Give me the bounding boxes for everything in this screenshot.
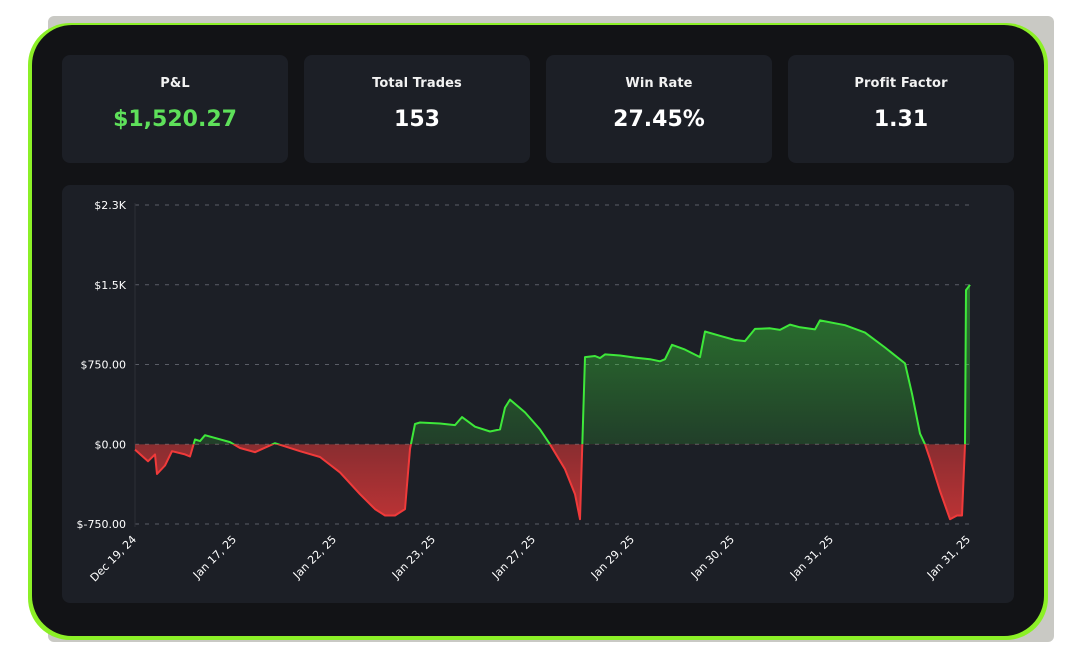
y-tick-label: $0.00: [95, 438, 127, 451]
pnl-chart[interactable]: $2.3K $1.5K $750.00 $0.00 $-750.00 Dec 19, 2…: [62, 185, 1014, 603]
positive-line: [192, 284, 971, 445]
pnl-chart-panel: $2.3K $1.5K $750.00 $0.00 $-750.00 Dec 19, 2…: [62, 185, 1014, 603]
stat-card-pnl: P&L $1,520.27: [62, 55, 288, 163]
stat-card-win-rate: Win Rate 27.45%: [546, 55, 772, 163]
negative-line: [134, 444, 967, 521]
x-tick-label: Jan 27, 25: [489, 533, 538, 582]
y-tick-label: $750.00: [81, 359, 127, 372]
y-tick-label: $1.5K: [94, 279, 126, 292]
stat-value: 1.31: [873, 107, 929, 132]
x-tick-label: Jan 29, 25: [588, 533, 637, 582]
x-tick-label: Jan 31, 25: [787, 533, 836, 582]
stat-label: P&L: [160, 76, 190, 91]
y-tick-label: $2.3K: [94, 199, 126, 212]
y-tick-label: $-750.00: [77, 518, 126, 531]
stat-value: $1,520.27: [113, 107, 237, 132]
negative-area-fill: [135, 444, 970, 520]
positive-area-fill: [135, 284, 970, 445]
stat-card-profit-factor: Profit Factor 1.31: [788, 55, 1014, 163]
pnl-series: [134, 284, 971, 521]
stats-cards: P&L $1,520.27 Total Trades 153 Win Rate …: [62, 55, 1014, 163]
stat-label: Total Trades: [372, 76, 462, 91]
x-tick-label: Jan 23, 25: [389, 533, 438, 582]
stat-label: Profit Factor: [854, 76, 948, 91]
y-axis-labels: $2.3K $1.5K $750.00 $0.00 $-750.00: [77, 199, 127, 531]
x-tick-label: Jan 30, 25: [688, 533, 737, 582]
x-tick-label: Dec 19, 24: [88, 533, 139, 584]
x-tick-label: Jan 17, 25: [190, 533, 239, 582]
stat-card-total-trades: Total Trades 153: [304, 55, 530, 163]
x-axis-labels: Dec 19, 24 Jan 17, 25 Jan 22, 25 Jan 23, 25…: [88, 533, 973, 584]
stat-value: 27.45%: [613, 107, 705, 132]
stat-label: Win Rate: [625, 76, 693, 91]
x-tick-label: Jan 22, 25: [290, 533, 339, 582]
x-tick-label: Jan 31, 25: [924, 533, 973, 582]
stat-value: 153: [394, 107, 440, 132]
